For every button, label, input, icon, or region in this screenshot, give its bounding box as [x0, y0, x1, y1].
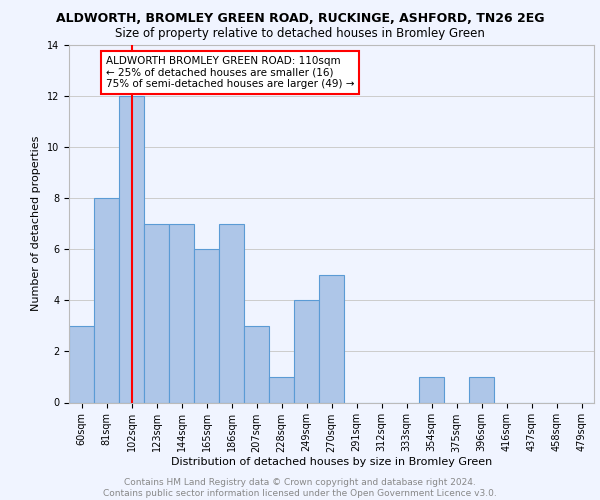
Bar — [244, 326, 269, 402]
Text: Size of property relative to detached houses in Bromley Green: Size of property relative to detached ho… — [115, 28, 485, 40]
Bar — [144, 224, 169, 402]
Bar — [194, 250, 219, 402]
Bar — [94, 198, 119, 402]
Bar — [319, 275, 344, 402]
Bar — [294, 300, 319, 402]
Text: Contains HM Land Registry data © Crown copyright and database right 2024.
Contai: Contains HM Land Registry data © Crown c… — [103, 478, 497, 498]
Y-axis label: Number of detached properties: Number of detached properties — [31, 136, 41, 312]
Bar — [219, 224, 244, 402]
Bar — [269, 377, 294, 402]
Bar — [119, 96, 144, 402]
Bar — [469, 377, 494, 402]
X-axis label: Distribution of detached houses by size in Bromley Green: Distribution of detached houses by size … — [171, 457, 492, 467]
Bar — [169, 224, 194, 402]
Bar — [419, 377, 444, 402]
Text: ALDWORTH, BROMLEY GREEN ROAD, RUCKINGE, ASHFORD, TN26 2EG: ALDWORTH, BROMLEY GREEN ROAD, RUCKINGE, … — [56, 12, 544, 26]
Text: ALDWORTH BROMLEY GREEN ROAD: 110sqm
← 25% of detached houses are smaller (16)
75: ALDWORTH BROMLEY GREEN ROAD: 110sqm ← 25… — [106, 56, 354, 89]
Bar — [69, 326, 94, 402]
